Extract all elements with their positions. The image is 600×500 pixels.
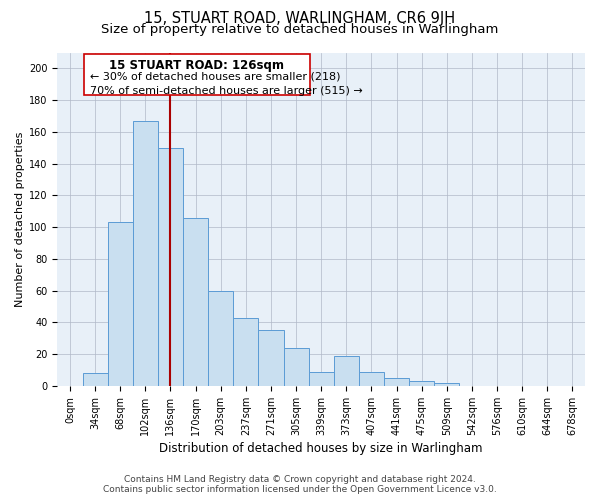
Bar (284, 348, 308, 386)
Bar (359, 372, 384, 386)
Text: ← 30% of detached houses are smaller (218): ← 30% of detached houses are smaller (21… (90, 72, 341, 82)
Text: 70% of semi-detached houses are larger (515) →: 70% of semi-detached houses are larger (… (90, 86, 363, 96)
Text: 15, STUART ROAD, WARLINGHAM, CR6 9JH: 15, STUART ROAD, WARLINGHAM, CR6 9JH (145, 11, 455, 26)
Bar (183, 218, 208, 386)
Bar (233, 318, 259, 386)
Bar (409, 381, 434, 386)
Bar (208, 290, 233, 386)
X-axis label: Distribution of detached houses by size in Warlingham: Distribution of detached houses by size … (160, 442, 483, 455)
Bar (83, 374, 107, 386)
FancyBboxPatch shape (84, 54, 310, 96)
Bar (259, 330, 284, 386)
Text: Contains HM Land Registry data © Crown copyright and database right 2024.
Contai: Contains HM Land Registry data © Crown c… (103, 474, 497, 494)
Bar (308, 372, 334, 386)
Text: 15 STUART ROAD: 126sqm: 15 STUART ROAD: 126sqm (109, 59, 284, 72)
Text: Size of property relative to detached houses in Warlingham: Size of property relative to detached ho… (101, 24, 499, 36)
Bar (133, 121, 158, 386)
Y-axis label: Number of detached properties: Number of detached properties (15, 132, 25, 307)
Bar (334, 356, 359, 386)
Bar (158, 148, 183, 386)
Bar (434, 383, 460, 386)
Bar (107, 222, 133, 386)
Bar (384, 378, 409, 386)
